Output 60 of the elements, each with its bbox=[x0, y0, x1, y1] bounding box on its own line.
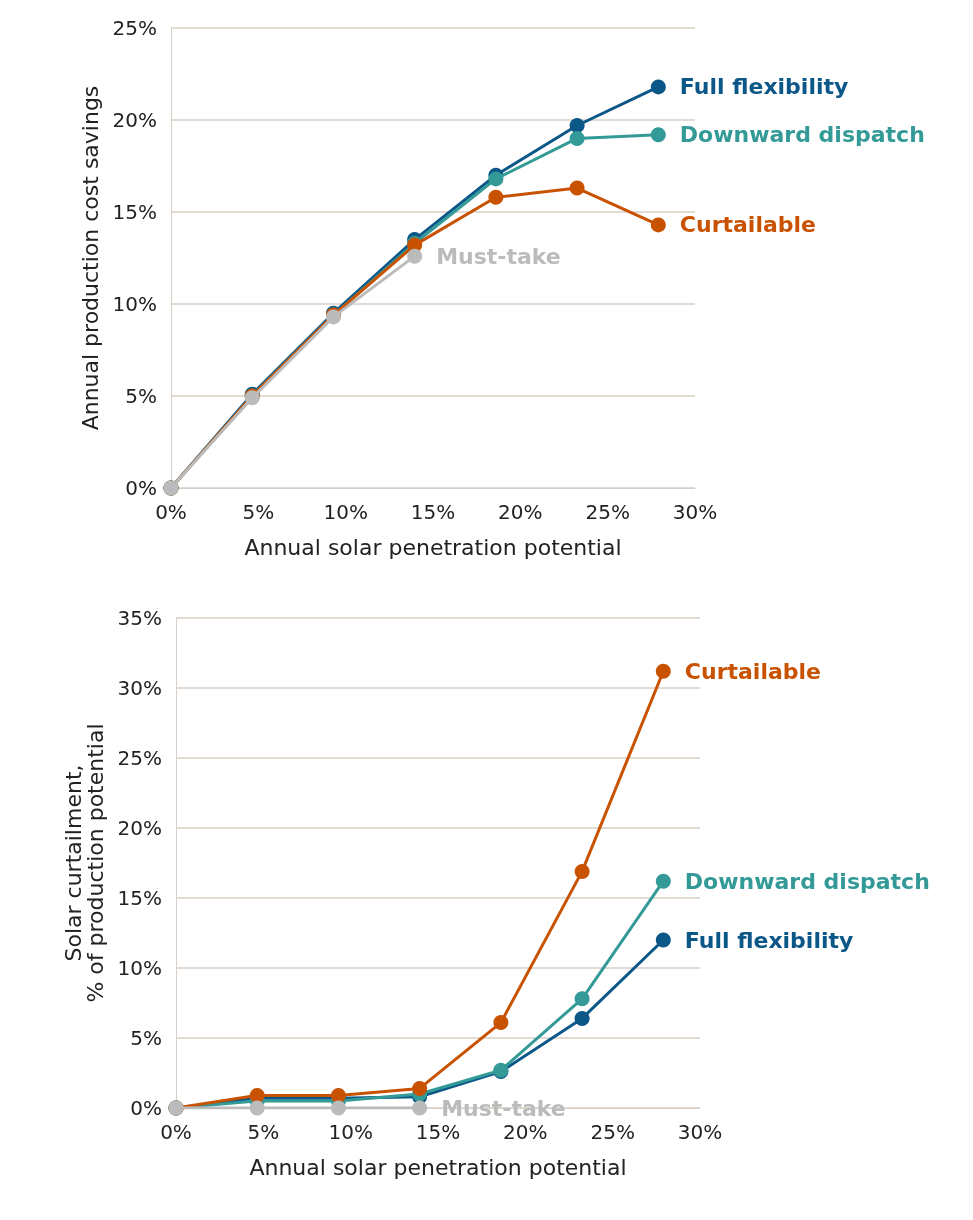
y-tick-label: 20% bbox=[117, 816, 162, 840]
y-tick-label: 0% bbox=[125, 476, 157, 500]
point bbox=[412, 1100, 428, 1116]
point bbox=[655, 663, 671, 679]
point bbox=[650, 79, 666, 95]
x-tick-label: 10% bbox=[323, 500, 368, 524]
x-tick-label: 0% bbox=[155, 500, 187, 524]
point bbox=[569, 130, 585, 146]
series-label: Must-take bbox=[441, 1095, 566, 1121]
y-tick-label: 25% bbox=[117, 746, 162, 770]
point bbox=[655, 873, 671, 889]
x-tick-label: 0% bbox=[160, 1120, 192, 1144]
point bbox=[650, 217, 666, 233]
x-tick-label: 30% bbox=[672, 500, 718, 524]
point bbox=[650, 127, 666, 143]
point bbox=[249, 1100, 265, 1116]
x-tick-label: 30% bbox=[677, 1120, 723, 1144]
point bbox=[493, 1015, 509, 1031]
y-tick-label: 35% bbox=[117, 606, 162, 630]
y-tick-label: 5% bbox=[125, 384, 157, 408]
point bbox=[412, 1080, 428, 1096]
point bbox=[569, 180, 585, 196]
series-label: Downward dispatch bbox=[679, 122, 925, 148]
y-axis-title: Annual production cost savings bbox=[78, 85, 104, 431]
point bbox=[488, 189, 504, 205]
x-tick-label: 20% bbox=[503, 1120, 548, 1144]
point bbox=[574, 1010, 590, 1026]
x-tick-label: 15% bbox=[410, 500, 456, 524]
y-tick-label: 15% bbox=[112, 200, 157, 224]
point bbox=[488, 171, 504, 187]
x-axis-title: Annual solar penetration potential bbox=[249, 1154, 627, 1180]
y-tick-label: 30% bbox=[117, 676, 162, 700]
y-tick-label: 10% bbox=[112, 292, 157, 316]
point bbox=[569, 118, 585, 134]
y-tick-label: 25% bbox=[112, 16, 157, 40]
point bbox=[655, 932, 671, 948]
series-label: Full flexibility bbox=[679, 74, 849, 100]
x-tick-label: 15% bbox=[415, 1120, 461, 1144]
point bbox=[574, 991, 590, 1007]
x-tick-label: 25% bbox=[585, 500, 630, 524]
y-tick-label: 20% bbox=[112, 108, 157, 132]
y-axis-title: Solar curtailment, % of production potential bbox=[61, 723, 109, 1003]
x-axis-title: Annual solar penetration potential bbox=[244, 534, 622, 560]
series-label: Curtailable bbox=[684, 658, 821, 684]
x-tick-label: 5% bbox=[242, 500, 275, 524]
point bbox=[574, 863, 590, 879]
x-tick-label: 5% bbox=[247, 1120, 280, 1144]
x-tick-label: 25% bbox=[590, 1120, 635, 1144]
series-label: Full flexibility bbox=[684, 927, 854, 953]
x-tick-label: 20% bbox=[498, 500, 543, 524]
x-tick-label: 10% bbox=[328, 1120, 373, 1144]
y-tick-label: 5% bbox=[130, 1026, 162, 1050]
point bbox=[330, 1100, 346, 1116]
y-tick-label: 0% bbox=[130, 1096, 162, 1120]
series-label: Downward dispatch bbox=[684, 868, 930, 894]
point bbox=[407, 248, 423, 264]
series-label: Curtailable bbox=[679, 212, 816, 238]
y-tick-label: 15% bbox=[117, 886, 162, 910]
y-tick-label: 10% bbox=[117, 956, 162, 980]
series-label: Must-take bbox=[436, 243, 561, 269]
